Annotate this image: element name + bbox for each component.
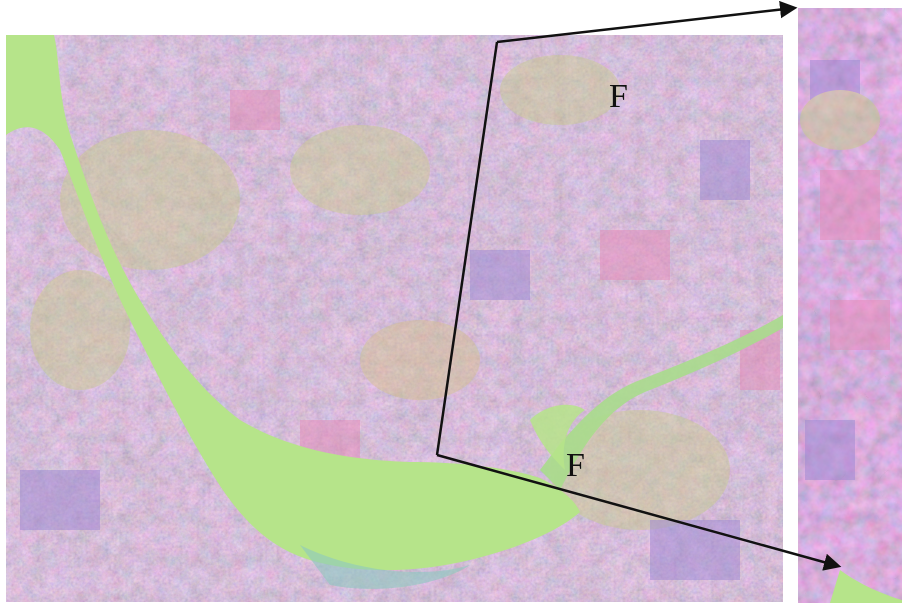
connector-line (435, 41, 499, 456)
mudflats (300, 545, 470, 589)
river-upper-channel (540, 315, 783, 490)
zoom-inset-image (798, 8, 902, 603)
inset-river (830, 570, 902, 603)
river-bend (530, 404, 585, 470)
main-satellite-image (6, 35, 783, 602)
zoom-indicator (435, 0, 842, 571)
region-label-upper: F (609, 78, 628, 115)
arrow-upper (496, 0, 798, 44)
river-estuary (6, 35, 580, 571)
region-label-lower: F (566, 447, 585, 484)
arrow-lower (436, 453, 842, 571)
